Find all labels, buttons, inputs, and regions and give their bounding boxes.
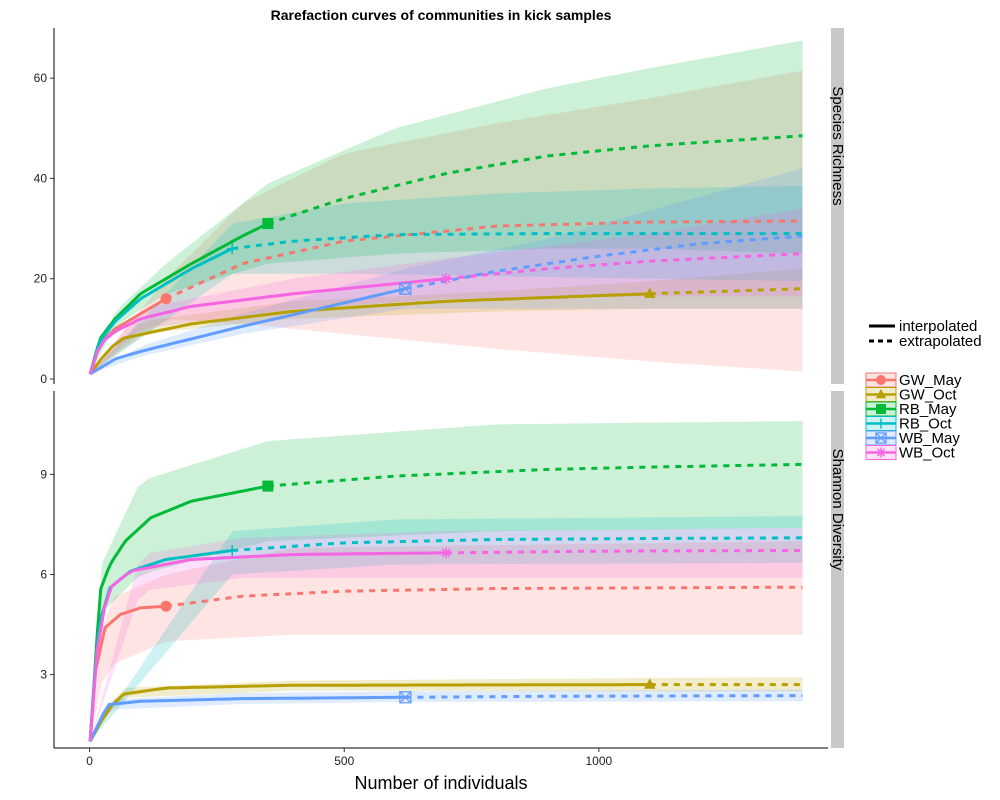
legend-marker-circle	[876, 375, 886, 385]
ci-band-rb-oct	[90, 185, 803, 374]
legend-marker	[875, 389, 887, 399]
legend-marker-cross	[875, 432, 887, 444]
legend-marker-triangle	[875, 389, 887, 399]
facet-strip-label: Shannon Diversity	[829, 449, 846, 571]
legend-entry-wb-may: WB_May	[865, 430, 960, 447]
point-rb-may-square	[262, 218, 274, 230]
point-wb-oct	[440, 547, 452, 559]
point-gw-may-circle	[160, 600, 172, 612]
interpolated-line-wb-oct	[88, 551, 447, 742]
legend-label: GW_Oct	[899, 387, 957, 404]
extrapolated-line-gw-may	[165, 585, 803, 608]
legend-marker	[876, 418, 886, 429]
point-rb-may-square	[262, 480, 274, 492]
point-rb-may	[262, 218, 274, 230]
ci-band-gw-may	[90, 541, 803, 742]
interpolated-line-wb-may	[88, 695, 406, 742]
point-rb-may	[262, 480, 274, 492]
chart-title: Rarefaction curves of communities in kic…	[271, 7, 612, 23]
panel-shannon-diversity: 0 500 1000 3 6 9 Shannon Diversity	[40, 391, 846, 768]
point-gw-oct-triangle	[644, 678, 656, 689]
ci-band-wb-may	[90, 689, 803, 742]
point-wb-oct	[440, 273, 452, 285]
extrapolated-line-gw-oct	[649, 287, 803, 296]
y-tick-label: 60	[34, 71, 48, 85]
extrapolated-line-gw-may	[165, 219, 803, 301]
ci-band-rb-oct	[90, 516, 803, 742]
legend-label: WB_May	[899, 430, 960, 447]
legend-marker	[876, 404, 886, 414]
legend-label-extrapolated: extrapolated	[899, 333, 982, 350]
x-tick-label: 0	[86, 754, 93, 768]
legend-label: RB_May	[899, 401, 957, 418]
point-gw-may	[160, 600, 172, 612]
interpolated-line-wb-oct	[88, 277, 447, 375]
x-axis-title: Number of individuals	[354, 773, 527, 793]
extrapolated-line-rb-may	[267, 462, 803, 488]
legend-label: WB_Oct	[899, 445, 956, 462]
interpolated-line-gw-may	[88, 604, 167, 742]
point-gw-oct-triangle	[644, 287, 656, 298]
legend-entry-wb-oct: WB_Oct	[865, 445, 956, 462]
chart-panels: 0 20 40 60 Species Richness 0 500 1000 3 6 9 Shanno…	[34, 28, 846, 768]
facet-strip-label: Species Richness	[829, 86, 846, 205]
point-wb-may-cross	[399, 691, 412, 704]
facet-strip	[831, 28, 844, 384]
point-wb-may	[399, 282, 412, 295]
point-gw-oct	[644, 678, 656, 689]
point-rb-oct-plus	[226, 243, 238, 255]
point-wb-may-box	[399, 282, 412, 295]
point-wb-oct-star	[440, 547, 452, 559]
legend-marker	[875, 432, 887, 444]
point-wb-may-box	[399, 691, 412, 704]
legend-marker-plus	[876, 418, 886, 429]
ci-band-wb-may	[90, 168, 803, 374]
point-rb-oct	[226, 544, 238, 556]
ci-band-rb-may	[90, 40, 803, 374]
legend-entry-gw-may: GW_May	[865, 372, 962, 389]
point-rb-oct	[226, 243, 238, 255]
point-wb-may	[399, 691, 412, 704]
ci-band-wb-oct	[90, 527, 803, 742]
y-tick-label: 40	[34, 171, 48, 185]
legend-marker	[876, 447, 886, 458]
x-tick-label: 500	[334, 754, 354, 768]
ci-band-rb-may	[90, 421, 803, 742]
y-tick-label: 20	[34, 272, 48, 286]
point-wb-may-cross	[399, 282, 412, 295]
y-tick-label: 6	[40, 568, 47, 582]
legend-label: RB_Oct	[899, 416, 952, 433]
y-tick-label: 0	[40, 372, 47, 386]
legend-label-interpolated: interpolated	[899, 318, 977, 335]
y-tick-label: 9	[40, 467, 47, 481]
legend-marker	[876, 375, 886, 385]
y-tick-label: 3	[40, 668, 47, 682]
legend-marker-star	[876, 447, 886, 458]
ci-band-wb-oct	[90, 208, 803, 374]
point-gw-may-circle	[160, 293, 172, 305]
interpolated-line-gw-oct	[88, 683, 650, 743]
interpolated-line-gw-oct	[88, 292, 650, 375]
legend-marker-square	[876, 404, 886, 414]
interpolated-line-rb-may	[88, 222, 269, 375]
point-gw-oct	[644, 287, 656, 298]
facet-strip	[831, 391, 844, 748]
panel-species-richness: 0 20 40 60 Species Richness	[34, 28, 846, 386]
point-wb-oct-star	[440, 273, 452, 285]
point-gw-may	[160, 293, 172, 305]
legend-entry-rb-may: RB_May	[865, 401, 957, 418]
point-rb-oct-plus	[226, 544, 238, 556]
interpolated-line-rb-oct	[88, 247, 233, 375]
ci-band-gw-oct	[90, 677, 803, 742]
legend-entry-rb-oct: RB_Oct	[865, 416, 952, 433]
legend-label: GW_May	[899, 372, 962, 389]
interpolated-line-wb-may	[89, 287, 406, 376]
interpolated-line-rb-may	[88, 484, 269, 742]
legend-marker-box	[875, 432, 887, 444]
x-tick-label: 1000	[586, 754, 613, 768]
